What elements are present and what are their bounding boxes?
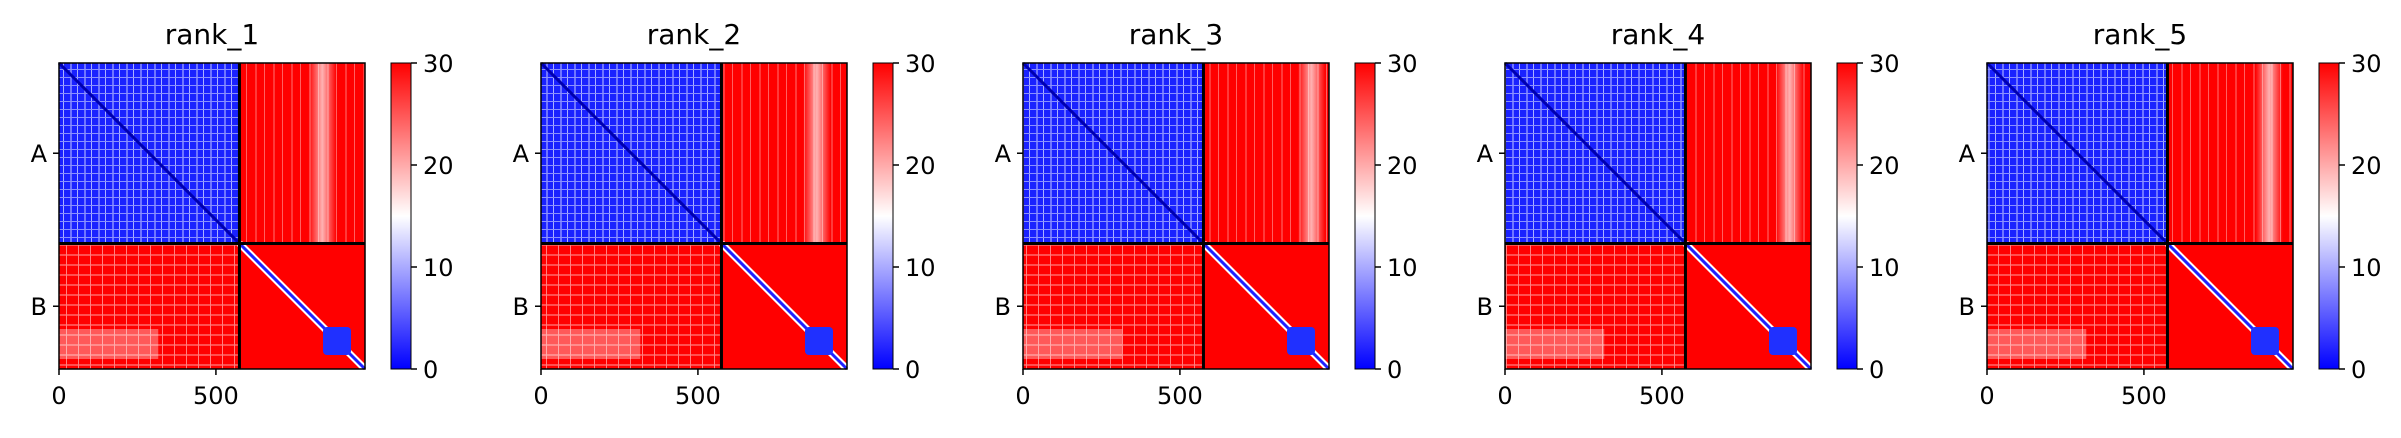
- heatmap-band: [308, 63, 337, 244]
- heatmap-band: [541, 329, 641, 359]
- x-tick-label: 500: [1157, 382, 1203, 410]
- panel-3: rank_3 A B 0 500 0 10 20 30: [995, 18, 1418, 410]
- heatmap-frame: [540, 62, 848, 370]
- y-tick-label: A: [31, 140, 48, 168]
- colorbar-tick-label: 30: [1869, 50, 1900, 78]
- y-tick-label: B: [1477, 293, 1493, 321]
- heatmap-block-BA: [1987, 243, 2168, 369]
- heatmap-band: [59, 329, 159, 359]
- heatmap-cluster-B: [1769, 327, 1797, 355]
- colorbar-tick-label: 0: [905, 356, 920, 384]
- colorbar-tick-label: 0: [2351, 356, 2366, 384]
- x-tick-label: 0: [1979, 382, 1994, 410]
- diagonal-A: [57, 61, 241, 245]
- panel-1: rank_1 A B 0 500 0 10 20 30: [31, 18, 454, 410]
- colorbar-tick-label: 10: [1387, 254, 1418, 282]
- colorbar-tick-label: 30: [1387, 50, 1418, 78]
- heatmap-cluster-B: [1287, 327, 1315, 355]
- y-tick-label: B: [513, 293, 529, 321]
- y-tick-label: B: [995, 293, 1011, 321]
- y-tick-label: A: [1959, 140, 1976, 168]
- colorbar: [872, 62, 894, 370]
- colorbar-tick-label: 20: [423, 152, 454, 180]
- panel-title: rank_1: [165, 18, 259, 51]
- panel-2: rank_2 A B 0 500 0 10 20 30: [513, 18, 936, 410]
- colorbar-tick-label: 0: [1387, 356, 1402, 384]
- diagonal-A: [539, 61, 723, 245]
- y-tick-label: A: [1477, 140, 1494, 168]
- heatmap-band: [1023, 329, 1123, 359]
- x-tick-label: 0: [51, 382, 66, 410]
- x-tick-label: 500: [193, 382, 239, 410]
- panel-title: rank_5: [2093, 18, 2187, 51]
- colorbar: [1354, 62, 1376, 370]
- panel-5: rank_5 A B 0 500 0 10 20 30: [1959, 18, 2382, 410]
- panel-title: rank_3: [1129, 18, 1223, 51]
- colorbar: [2318, 62, 2340, 370]
- x-tick-label: 500: [2121, 382, 2167, 410]
- panel-4: rank_4 A B 0 500 0 10 20 30: [1477, 18, 1900, 410]
- x-tick-label: 0: [1497, 382, 1512, 410]
- colorbar-tick-label: 20: [2351, 152, 2382, 180]
- heatmap-cluster-B: [323, 327, 351, 355]
- colorbar-tick-label: 0: [1869, 356, 1884, 384]
- heatmap-band: [1505, 329, 1605, 359]
- colorbar-tick-label: 10: [423, 254, 454, 282]
- x-tick-label: 0: [1015, 382, 1030, 410]
- heatmap-block-BA: [59, 243, 240, 369]
- colorbar-tick-label: 20: [1387, 152, 1418, 180]
- diagonal-A: [1021, 61, 1205, 245]
- colorbar-tick-label: 10: [905, 254, 936, 282]
- y-tick-label: B: [31, 293, 47, 321]
- x-tick-label: 500: [1639, 382, 1685, 410]
- colorbar: [390, 62, 412, 370]
- heatmap-block-AB: [239, 63, 365, 244]
- heatmap-band: [1775, 63, 1804, 244]
- colorbar-tick-label: 30: [423, 50, 454, 78]
- heatmap-cluster-B: [2251, 327, 2279, 355]
- colorbar-tick-label: 30: [905, 50, 936, 78]
- colorbar-tick-label: 10: [2351, 254, 2382, 282]
- heatmap-band: [2255, 63, 2283, 244]
- heatmap-frame: [1022, 62, 1330, 370]
- heatmap-frame: [1986, 62, 2294, 370]
- colorbar-tick-label: 30: [2351, 50, 2382, 78]
- diagonal-A: [1503, 61, 1687, 245]
- heatmap-band: [1297, 63, 1326, 244]
- heatmap-band: [803, 63, 831, 244]
- heatmap-block-BA: [541, 243, 722, 369]
- x-tick-label: 500: [675, 382, 721, 410]
- panel-title: rank_4: [1611, 18, 1705, 51]
- colorbar-tick-label: 0: [423, 356, 438, 384]
- colorbar-tick-label: 20: [1869, 152, 1900, 180]
- heatmap-block-BA: [1505, 243, 1686, 369]
- panel-title: rank_2: [647, 18, 741, 51]
- colorbar-tick-label: 10: [1869, 254, 1900, 282]
- heatmap-block-BA: [1023, 243, 1204, 369]
- heatmap-frame: [58, 62, 366, 370]
- heatmap-cluster-B: [805, 327, 833, 355]
- x-tick-label: 0: [533, 382, 548, 410]
- diagonal-A: [1985, 61, 2169, 245]
- heatmap-band: [1987, 329, 2087, 359]
- colorbar: [1836, 62, 1858, 370]
- y-tick-label: A: [513, 140, 530, 168]
- y-tick-label: B: [1959, 293, 1975, 321]
- colorbar-tick-label: 20: [905, 152, 936, 180]
- y-tick-label: A: [995, 140, 1012, 168]
- heatmap-frame: [1504, 62, 1812, 370]
